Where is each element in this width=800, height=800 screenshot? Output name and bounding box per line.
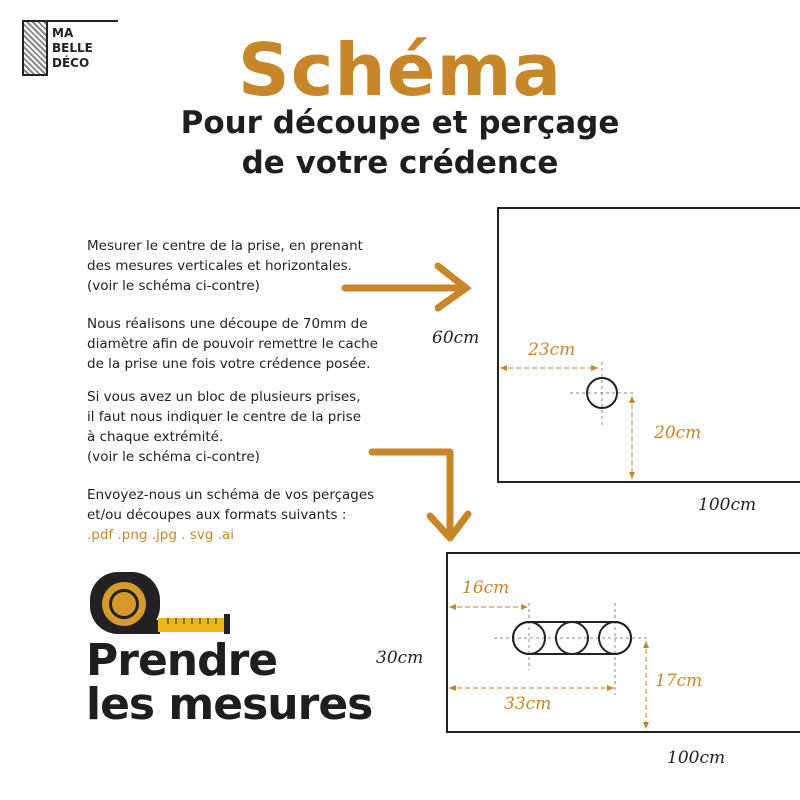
subtitle-line-2: de votre crédence — [241, 145, 559, 181]
label-vertical-2: 17cm — [655, 671, 703, 691]
arrow-right-icon — [341, 262, 472, 312]
label-vertical-1: 20cm — [654, 423, 702, 443]
logo-text: BELLE — [52, 41, 93, 55]
label-horizontal-2b: 33cm — [504, 694, 552, 714]
cta-line-2: les mesures — [86, 679, 373, 730]
label-horizontal-1: 23cm — [528, 340, 576, 360]
label-width-1: 100cm — [698, 495, 757, 515]
paragraph-3: Si vous avez un bloc de plusieurs prises… — [87, 389, 362, 465]
label-height-2: 30cm — [376, 648, 424, 668]
formats-list: .pdf .png .jpg . svg .ai — [87, 527, 235, 543]
logo-text: MA — [52, 26, 74, 40]
page-title: Schéma — [237, 28, 563, 112]
diagram-single-outlet — [497, 207, 800, 483]
logo-text: DÉCO — [52, 56, 90, 70]
paragraph-4: Envoyez-nous un schéma de vos perçages et… — [87, 487, 375, 543]
subtitle-line-1: Pour découpe et perçage — [180, 105, 620, 141]
diagram-multi-outlet — [446, 552, 800, 733]
logo: MA BELLE DÉCO — [22, 20, 118, 76]
arrow-down-icon — [368, 448, 472, 542]
cta-line-1: Prendre — [86, 635, 278, 686]
paragraph-2: Nous réalisons une découpe de 70mm de dia… — [87, 316, 378, 372]
tape-measure-icon — [90, 572, 230, 634]
logo-pattern — [22, 20, 48, 76]
label-horizontal-2a: 16cm — [462, 578, 510, 598]
paragraph-1: Mesurer le centre de la prise, en prenan… — [87, 238, 363, 294]
label-width-2: 100cm — [667, 748, 726, 768]
label-height-1: 60cm — [432, 328, 480, 348]
